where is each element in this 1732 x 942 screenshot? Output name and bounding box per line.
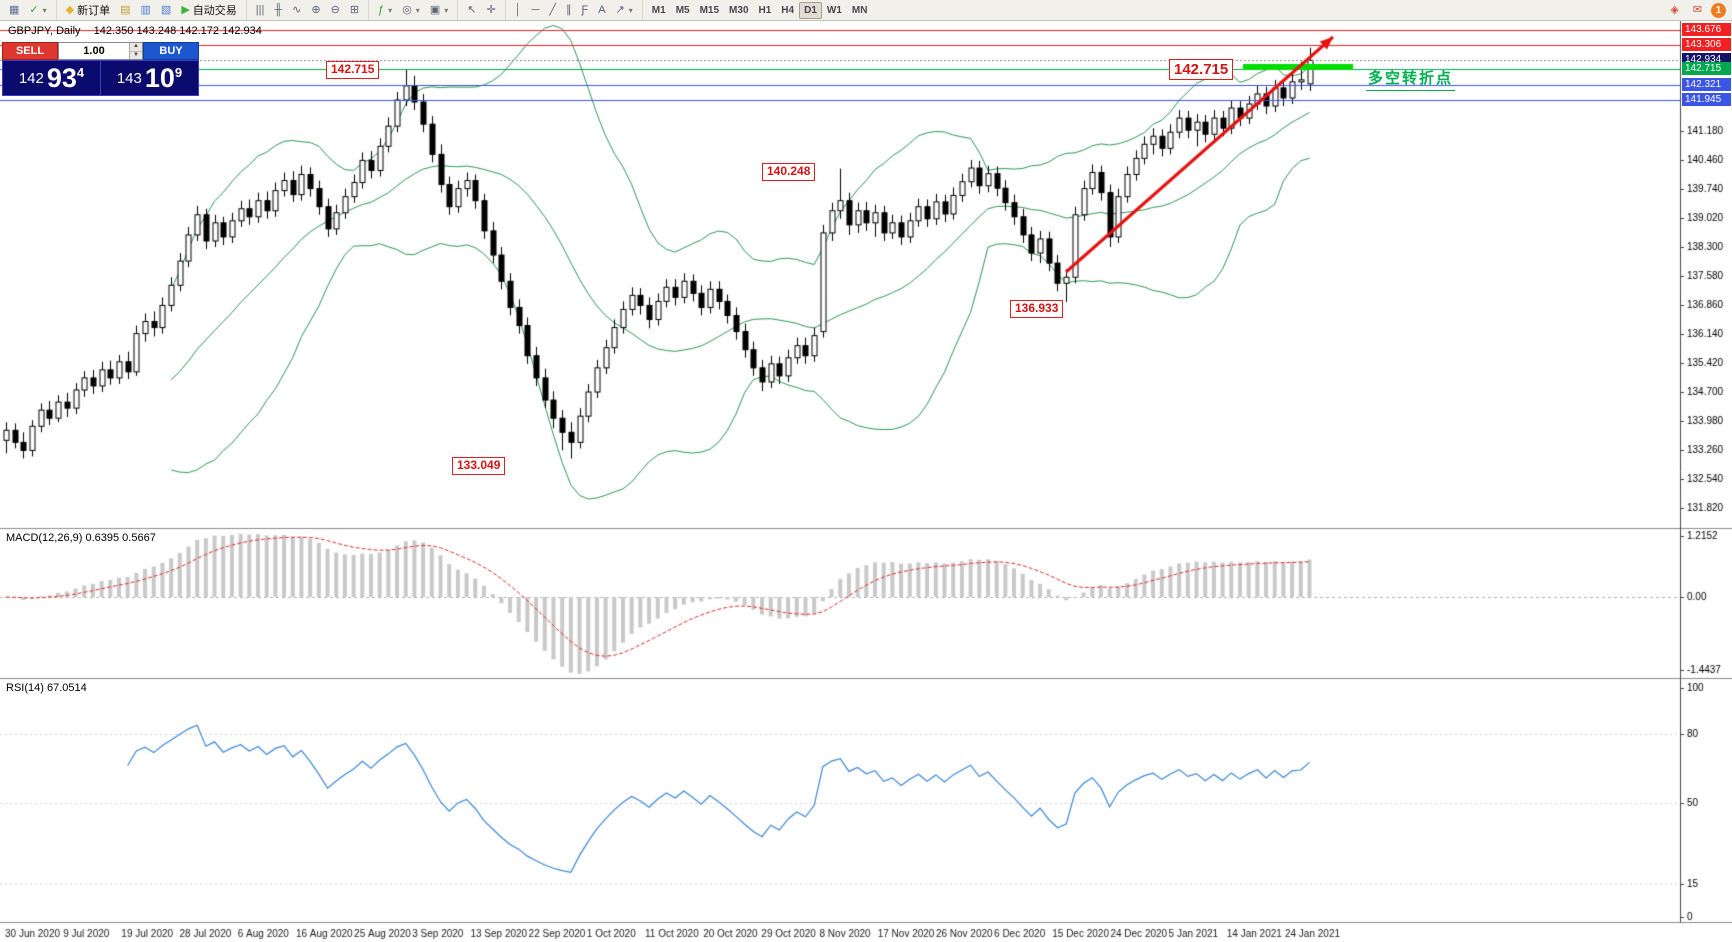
notifications-badge[interactable]: 1 bbox=[1711, 2, 1726, 18]
sell-price-integer: 142 bbox=[18, 69, 44, 87]
price-label-sep-low[interactable]: 133.049 bbox=[452, 457, 506, 475]
vertical-line-button[interactable]: │ bbox=[514, 3, 522, 16]
buy-price[interactable]: 143 10 9 bbox=[101, 61, 198, 95]
pivot-note[interactable]: 多空转折点 bbox=[1366, 67, 1456, 91]
zoom-in-button[interactable]: ⊕ bbox=[311, 3, 321, 16]
news-button[interactable]: ✉ bbox=[1692, 3, 1702, 16]
timeframe-m30[interactable]: M30 bbox=[729, 4, 749, 16]
crosshair-button[interactable]: ✛ bbox=[486, 3, 496, 16]
timeframe-d1[interactable]: D1 bbox=[799, 1, 822, 19]
timeframe-m1[interactable]: M1 bbox=[651, 4, 666, 16]
sell-button[interactable]: SELL bbox=[2, 42, 58, 60]
toolbar-right: ◈ ✉ 1 bbox=[1665, 2, 1730, 19]
toolbar-groups: ▦ ✓ ▾ ◆ 新订单 ▤ ▥ ▧ ▶ 自动交易 ||| ╫ ∿ ⊕ ⊖ ⊞ ƒ ▾ ◎ ▾ ▣ ▾ ↖ ✛ │ ─ ╱ ∥ Ƒ A ↗ ▾ M… bbox=[2, 0, 874, 20]
chevron-down-icon: ▾ bbox=[628, 5, 633, 15]
volume-down-button[interactable]: ▼ bbox=[130, 51, 142, 59]
bar-chart-button[interactable]: ||| bbox=[255, 3, 265, 16]
candlestick-chart-button[interactable]: ╫ bbox=[274, 3, 283, 16]
timeframe-w1[interactable]: W1 bbox=[826, 4, 842, 16]
timeframe-m15[interactable]: M15 bbox=[699, 4, 720, 16]
timeframe-h1[interactable]: H1 bbox=[758, 4, 772, 16]
tile-windows-button[interactable]: ⊞ bbox=[349, 3, 360, 16]
chat-button[interactable]: ◈ bbox=[1670, 3, 1679, 16]
chevron-down-icon: ▾ bbox=[415, 5, 420, 15]
sell-price[interactable]: 142 93 4 bbox=[3, 61, 101, 95]
horizontal-line-button[interactable]: ─ bbox=[531, 3, 540, 16]
trade-buttons-row: SELL 1.00 ▲ ▼ BUY bbox=[2, 42, 199, 60]
zoom-out-button[interactable]: ⊖ bbox=[330, 3, 340, 16]
price-label-nov-high[interactable]: 140.248 bbox=[762, 163, 816, 181]
periods-button[interactable]: ◎ ▾ bbox=[402, 3, 420, 16]
text-button[interactable]: A bbox=[598, 3, 606, 16]
chart-title: GBPJPY, Daily 142.350 143.248 142.172 14… bbox=[8, 25, 272, 37]
new-chart-button[interactable]: ▦ bbox=[9, 3, 20, 16]
profiles-button[interactable]: ✓ ▾ bbox=[29, 3, 47, 16]
one-click-trading-panel: SELL 1.00 ▲ ▼ BUY 142 93 4 143 10 9 bbox=[2, 42, 199, 96]
volume-up-button[interactable]: ▲ bbox=[130, 43, 142, 52]
trade-prices-row: 142 93 4 143 10 9 bbox=[2, 60, 199, 96]
buy-price-integer: 143 bbox=[116, 69, 142, 87]
sell-price-pips: 93 bbox=[46, 62, 77, 93]
new-order-button[interactable]: ◆ 新订单 bbox=[65, 3, 111, 18]
price-marker-143.676: 143.676 bbox=[1682, 23, 1731, 37]
indicators-button[interactable]: ƒ ▾ bbox=[378, 3, 393, 16]
arrows-button[interactable]: ↗ ▾ bbox=[615, 3, 633, 16]
price-marker-142.321: 142.321 bbox=[1682, 78, 1731, 92]
cursor-button[interactable]: ↖ bbox=[467, 3, 477, 16]
timeframe-m5[interactable]: M5 bbox=[675, 4, 690, 16]
price-label-peak[interactable]: 142.715 bbox=[326, 61, 380, 79]
trendline-button[interactable]: ╱ bbox=[549, 3, 556, 16]
market-watch-button[interactable]: ▥ bbox=[140, 3, 151, 16]
buy-price-pips: 10 bbox=[144, 62, 175, 93]
price-label-resistance[interactable]: 142.715 bbox=[1169, 59, 1234, 81]
templates-button[interactable]: ▣ ▾ bbox=[429, 3, 449, 16]
fibonacci-button[interactable]: Ƒ bbox=[581, 3, 589, 16]
terminal-button[interactable]: ▧ bbox=[160, 3, 172, 16]
ohlc-values: 142.350 143.248 142.172 142.934 bbox=[93, 25, 262, 37]
chevron-down-icon: ▾ bbox=[444, 5, 449, 15]
volume-box: 1.00 ▲ ▼ bbox=[58, 42, 143, 60]
price-label-dec-low[interactable]: 136.933 bbox=[1010, 300, 1064, 318]
chevron-down-icon: ▾ bbox=[42, 5, 47, 15]
price-marker-142.715: 142.715 bbox=[1682, 62, 1731, 76]
timeframe-h4[interactable]: H4 bbox=[781, 4, 795, 16]
price-marker-141.945: 141.945 bbox=[1682, 93, 1731, 107]
symbol-period-label: GBPJPY, Daily bbox=[8, 25, 81, 37]
sell-price-point: 4 bbox=[76, 65, 85, 80]
autotrading-button[interactable]: ▶ 自动交易 bbox=[181, 3, 237, 18]
channel-button[interactable]: ∥ bbox=[565, 3, 572, 16]
timeframe-mn[interactable]: MN bbox=[851, 4, 868, 16]
buy-price-point: 9 bbox=[174, 65, 183, 80]
volume-input[interactable]: 1.00 bbox=[83, 45, 105, 57]
toolbar: ▦ ✓ ▾ ◆ 新订单 ▤ ▥ ▧ ▶ 自动交易 ||| ╫ ∿ ⊕ ⊖ ⊞ ƒ ▾ ◎ ▾ ▣ ▾ ↖ ✛ │ ─ ╱ ∥ Ƒ A ↗ ▾ M… bbox=[0, 0, 1732, 21]
chevron-down-icon: ▾ bbox=[388, 5, 393, 15]
history-center-button[interactable]: ▤ bbox=[120, 3, 131, 16]
price-marker-143.306: 143.306 bbox=[1682, 38, 1731, 52]
macd-indicator-label: MACD(12,26,9) 0.6395 0.5667 bbox=[6, 532, 156, 544]
buy-button[interactable]: BUY bbox=[143, 42, 199, 60]
line-chart-button[interactable]: ∿ bbox=[292, 3, 302, 16]
rsi-indicator-label: RSI(14) 67.0514 bbox=[6, 682, 87, 694]
volume-stepper: ▲ ▼ bbox=[129, 43, 142, 59]
